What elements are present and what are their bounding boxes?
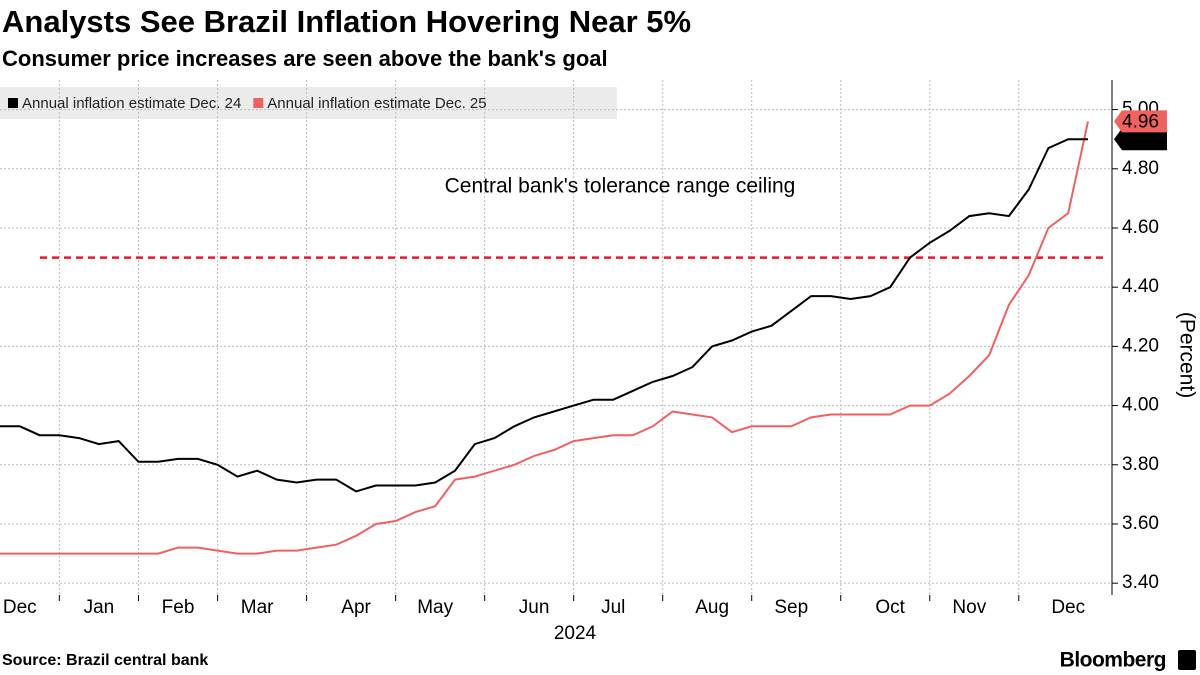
series-line xyxy=(0,138,1088,493)
annotation: Central bank's tolerance range ceiling xyxy=(445,175,796,198)
legend-swatch xyxy=(8,98,18,108)
x-tick-label: Oct xyxy=(875,597,905,618)
legend-label: Annual inflation estimate Dec. 25 xyxy=(267,95,486,112)
end-label: 4.96 xyxy=(1122,111,1159,132)
end-label-box xyxy=(1114,128,1167,151)
source: Source: Brazil central bank xyxy=(2,652,208,669)
y-tick-label: 3.60 xyxy=(1122,513,1159,534)
end-label-box xyxy=(1114,110,1167,133)
y-tick-label: 4.40 xyxy=(1122,276,1159,297)
x-tick-label: Feb xyxy=(162,597,195,618)
x-tick-label: Sep xyxy=(774,597,808,618)
legend-bg xyxy=(0,87,617,119)
x-tick-label: Aug xyxy=(695,597,729,618)
x-tick-label: May xyxy=(417,597,453,618)
legend-swatch xyxy=(253,98,264,108)
x-axis-label: 2024 xyxy=(554,623,597,644)
x-tick-label: Jan xyxy=(84,597,115,618)
end-label: 4.90 xyxy=(1122,129,1159,150)
x-tick-label: Dec xyxy=(3,597,37,618)
x-tick-label: Jul xyxy=(601,597,625,618)
y-tick-label: 4.00 xyxy=(1122,395,1159,416)
x-tick-label: Jun xyxy=(519,597,550,618)
chart-subtitle: Consumer price increases are seen above … xyxy=(2,46,608,71)
legend-label: Annual inflation estimate Dec. 24 xyxy=(22,95,241,112)
brand-icon xyxy=(1178,650,1196,670)
y-tick-label: 3.80 xyxy=(1122,454,1159,475)
x-tick-label: Dec xyxy=(1051,597,1085,618)
series-line xyxy=(0,121,1089,555)
y-tick-label: 4.20 xyxy=(1122,335,1159,356)
y-tick-label: 4.60 xyxy=(1122,217,1159,238)
chart-title: Analysts See Brazil Inflation Hovering N… xyxy=(2,4,691,39)
x-tick-label: Apr xyxy=(341,597,371,618)
y-tick-label: 3.40 xyxy=(1122,572,1159,593)
x-tick-label: Nov xyxy=(952,597,986,618)
y-axis-label: (Percent) xyxy=(1175,312,1198,398)
brand: Bloomberg xyxy=(1060,649,1166,672)
x-tick-label: Mar xyxy=(241,597,274,618)
y-tick-label: 4.80 xyxy=(1122,158,1159,179)
